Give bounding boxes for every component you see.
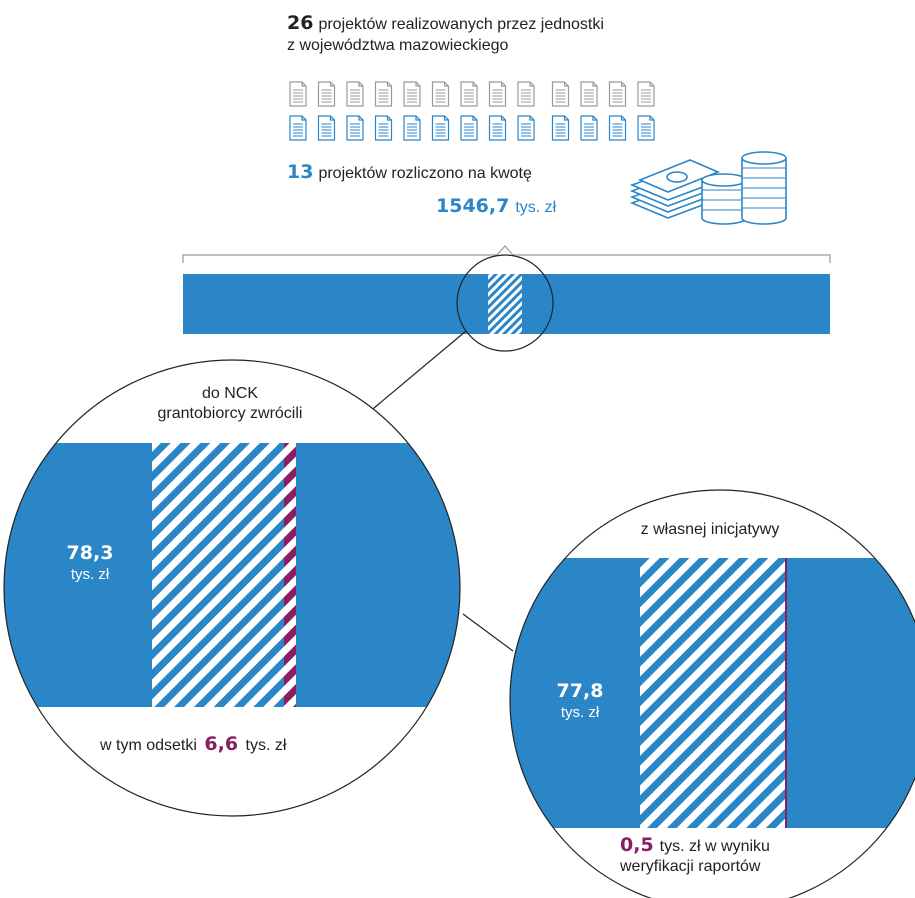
right-zoom-verification-note: 0,5 tys. zł w wyniku weryfikacji raportów — [620, 835, 820, 877]
document-icon — [637, 115, 655, 141]
document-icon — [374, 81, 393, 107]
document-icon — [346, 115, 364, 141]
verification-value: 0,5 — [620, 834, 654, 856]
left-zoom-value: 78,3 — [66, 542, 114, 564]
left-zoom-unit: tys. zł — [70, 566, 110, 583]
interest-value: 6,6 — [204, 733, 239, 755]
document-icon — [488, 81, 507, 107]
settled-projects-text: projektów rozliczono na kwotę — [318, 165, 532, 182]
documents-row-settled — [289, 115, 655, 141]
document-icon — [608, 115, 627, 141]
right-zoom-title: z własnej inicjatywy — [640, 521, 780, 538]
document-icon — [403, 115, 421, 141]
left-zoom-circle — [3, 359, 461, 817]
document-icon — [317, 115, 336, 141]
document-icon — [551, 115, 570, 141]
main-bar-returned-segment — [488, 274, 522, 334]
right-zoom-value: 77,8 — [556, 680, 604, 702]
document-icon — [517, 81, 535, 107]
left-zoom-title-line2: grantobiorcy zwrócili — [157, 405, 303, 422]
document-icon — [374, 115, 393, 141]
document-icon — [403, 81, 421, 107]
settled-projects-line: 13 projektów rozliczono na kwotę — [287, 161, 532, 183]
total-projects-text: projektów realizowanych przez jednostki — [318, 16, 604, 33]
settled-projects-count: 13 — [287, 161, 314, 183]
interest-unit: tys. zł — [245, 737, 287, 754]
document-icon — [460, 81, 478, 107]
right-zoom-circle — [509, 489, 915, 898]
right-zoom-value-label: 77,8 tys. zł — [530, 680, 630, 721]
settled-amount: 1546,7 tys. zł — [436, 195, 556, 217]
verification-line2: weryfikacji raportów — [620, 858, 761, 875]
document-icon — [580, 81, 598, 107]
total-projects-line2: z województwa mazowieckiego — [287, 37, 509, 54]
bar-bracket — [182, 245, 831, 263]
document-icon — [431, 115, 450, 141]
document-icon — [608, 81, 627, 107]
verification-line1: tys. zł w wyniku — [659, 838, 770, 855]
left-zoom-interest-note: w tym odsetki 6,6 tys. zł — [100, 733, 380, 755]
right-zoom-unit: tys. zł — [560, 704, 600, 721]
connector-right — [462, 613, 514, 652]
zoom-lens-small — [456, 254, 554, 352]
document-icon — [517, 115, 535, 141]
document-icon — [637, 81, 655, 107]
left-zoom-value-label: 78,3 tys. zł — [40, 542, 140, 583]
document-icon — [551, 81, 570, 107]
document-icon — [580, 115, 598, 141]
settled-amount-value: 1546,7 — [436, 195, 510, 217]
total-projects-count: 26 — [287, 12, 314, 34]
money-and-coins-icon — [629, 151, 787, 225]
document-icon — [289, 81, 307, 107]
connector-left — [367, 330, 467, 414]
total-projects-line: 26 projektów realizowanych przez jednostk… — [287, 12, 604, 34]
settled-amount-unit: tys. zł — [515, 199, 557, 216]
document-icon — [289, 115, 307, 141]
document-icon — [460, 115, 478, 141]
left-zoom-title-line1: do NCK — [201, 385, 259, 402]
interest-prefix: w tym odsetki — [100, 737, 197, 754]
document-icon — [346, 81, 364, 107]
documents-row-all — [289, 81, 655, 107]
document-icon — [488, 115, 507, 141]
left-zoom-title: do NCK grantobiorcy zwrócili — [130, 384, 330, 424]
document-icon — [431, 81, 450, 107]
document-icon — [317, 81, 336, 107]
